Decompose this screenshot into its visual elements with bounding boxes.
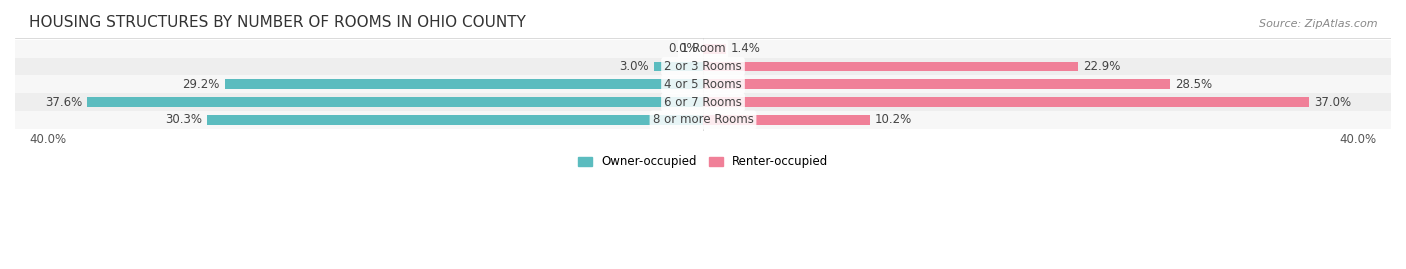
Text: 22.9%: 22.9%	[1083, 60, 1121, 73]
Text: 6 or 7 Rooms: 6 or 7 Rooms	[664, 96, 742, 109]
Bar	[703, 115, 870, 125]
Text: 1 Room: 1 Room	[681, 42, 725, 55]
Bar	[7, 58, 1399, 76]
Bar	[87, 97, 703, 107]
Text: Source: ZipAtlas.com: Source: ZipAtlas.com	[1260, 19, 1378, 29]
Bar	[207, 115, 703, 125]
Text: 0.0%: 0.0%	[668, 42, 699, 55]
Text: 29.2%: 29.2%	[183, 78, 219, 91]
Bar	[703, 62, 1078, 72]
Bar	[225, 80, 703, 89]
Text: 37.0%: 37.0%	[1315, 96, 1351, 109]
Bar	[7, 111, 1399, 129]
Text: 28.5%: 28.5%	[1175, 78, 1212, 91]
Bar	[7, 76, 1399, 93]
Bar	[703, 80, 1170, 89]
Text: 8 or more Rooms: 8 or more Rooms	[652, 114, 754, 126]
Bar	[7, 40, 1399, 58]
Text: 1.4%: 1.4%	[731, 42, 761, 55]
Text: 4 or 5 Rooms: 4 or 5 Rooms	[664, 78, 742, 91]
Text: 3.0%: 3.0%	[619, 60, 650, 73]
Text: 2 or 3 Rooms: 2 or 3 Rooms	[664, 60, 742, 73]
Text: 37.6%: 37.6%	[45, 96, 82, 109]
Text: HOUSING STRUCTURES BY NUMBER OF ROOMS IN OHIO COUNTY: HOUSING STRUCTURES BY NUMBER OF ROOMS IN…	[28, 15, 526, 30]
Bar	[7, 93, 1399, 111]
Bar	[654, 62, 703, 72]
Legend: Owner-occupied, Renter-occupied: Owner-occupied, Renter-occupied	[572, 150, 834, 173]
Text: 10.2%: 10.2%	[875, 114, 912, 126]
Bar	[703, 97, 1309, 107]
Bar	[703, 44, 725, 54]
Text: 30.3%: 30.3%	[165, 114, 201, 126]
